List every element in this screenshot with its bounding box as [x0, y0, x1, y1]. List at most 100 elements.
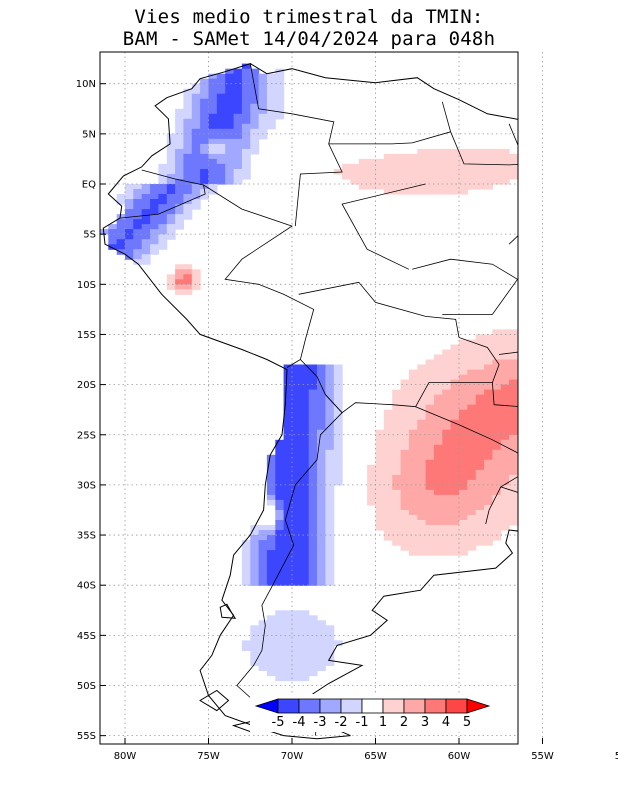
bias-cell [584, 455, 593, 461]
bias-cell [241, 580, 251, 586]
bias-cell [292, 434, 301, 441]
bias-cell [317, 479, 326, 486]
bias-cell [450, 419, 460, 426]
bias-cell [417, 469, 427, 476]
bias-cell [283, 414, 293, 421]
bias-cell [183, 138, 193, 145]
bias-cell [433, 484, 443, 491]
bias-cell [275, 580, 285, 586]
bias-cell [450, 399, 460, 406]
bias-cell [500, 169, 510, 175]
bias-cell [283, 474, 293, 481]
bias-cell [266, 565, 276, 571]
bias-cell [526, 480, 535, 486]
bias-cell [375, 515, 385, 521]
bias-cell [593, 405, 602, 411]
bias-cell [609, 345, 618, 351]
bias-cell [551, 430, 560, 436]
bias-cell [133, 194, 143, 200]
bias-cell [559, 360, 568, 366]
bias-cell [467, 505, 477, 511]
bias-cell [417, 158, 427, 165]
bias-cell [559, 345, 568, 351]
bias-cell [300, 660, 310, 666]
bias-cell [392, 424, 402, 431]
bias-cell [300, 469, 310, 476]
bias-cell [601, 319, 610, 325]
bias-cell [325, 369, 335, 376]
bias-cell [375, 444, 385, 451]
bias-cell [475, 434, 485, 441]
bias-cell [166, 138, 176, 145]
bias-cell [333, 374, 343, 381]
bias-cell [442, 414, 452, 421]
bias-cell [292, 550, 301, 556]
bias-cell [609, 405, 618, 411]
bias-cell [400, 169, 410, 175]
bias-cell [400, 444, 410, 451]
bias-cell [593, 440, 602, 446]
bias-cell [250, 148, 260, 155]
bias-cell [593, 324, 602, 330]
bias-cell [133, 229, 143, 235]
bias-cell [375, 525, 385, 531]
bias-cell [241, 93, 251, 100]
bias-cell [392, 179, 402, 185]
bias-cell [450, 530, 460, 536]
bias-cell [459, 510, 468, 516]
bias-cell [200, 163, 209, 170]
bias-cell [275, 535, 285, 541]
bias-cell [258, 73, 268, 80]
bias-cell [408, 399, 418, 406]
bias-cell [175, 199, 184, 205]
bias-cell [275, 625, 285, 631]
bias-cell [266, 474, 276, 481]
bias-cell [225, 78, 235, 85]
bias-cell [576, 340, 585, 346]
bias-cell [191, 123, 201, 130]
bias-cell [425, 489, 435, 496]
bias-cell [275, 560, 285, 566]
bias-cell [241, 153, 251, 160]
lat-label: 10N [76, 79, 96, 90]
bias-cell [543, 370, 552, 376]
bias-cell [509, 389, 518, 396]
bias-cell [459, 464, 468, 471]
bias-cell [417, 384, 427, 391]
bias-cell [484, 484, 493, 491]
bias-cell [175, 174, 184, 180]
bias-cell [417, 184, 427, 190]
bias-cell [433, 158, 443, 165]
bias-cell [191, 279, 201, 285]
bias-cell [383, 469, 393, 476]
bias-cell [509, 459, 518, 466]
bias-cell [367, 469, 376, 476]
bias-cell [442, 535, 452, 541]
bias-cell [584, 440, 593, 446]
bias-cell [191, 269, 201, 275]
bias-cell [317, 665, 326, 671]
bias-cell [484, 399, 493, 406]
bias-cell [593, 450, 602, 456]
bias-cell [526, 355, 535, 361]
bias-cell [551, 445, 560, 451]
bias-cell [367, 163, 376, 170]
bias-cell [250, 128, 260, 135]
bias-cell [133, 209, 143, 215]
bias-cell [459, 530, 468, 536]
bias-cell [367, 464, 376, 471]
bias-cell [417, 484, 427, 491]
bias-cell [266, 118, 276, 125]
bias-cell [225, 133, 235, 140]
bias-cell [392, 469, 402, 476]
bias-cell [459, 163, 468, 170]
bias-cell [400, 464, 410, 471]
bias-cell [509, 329, 518, 335]
bias-cell [475, 469, 485, 476]
bias-cell [283, 665, 293, 671]
bias-cell [317, 545, 326, 551]
bias-cell [233, 174, 243, 180]
bias-cell [408, 474, 418, 481]
bias-cell [308, 550, 318, 556]
